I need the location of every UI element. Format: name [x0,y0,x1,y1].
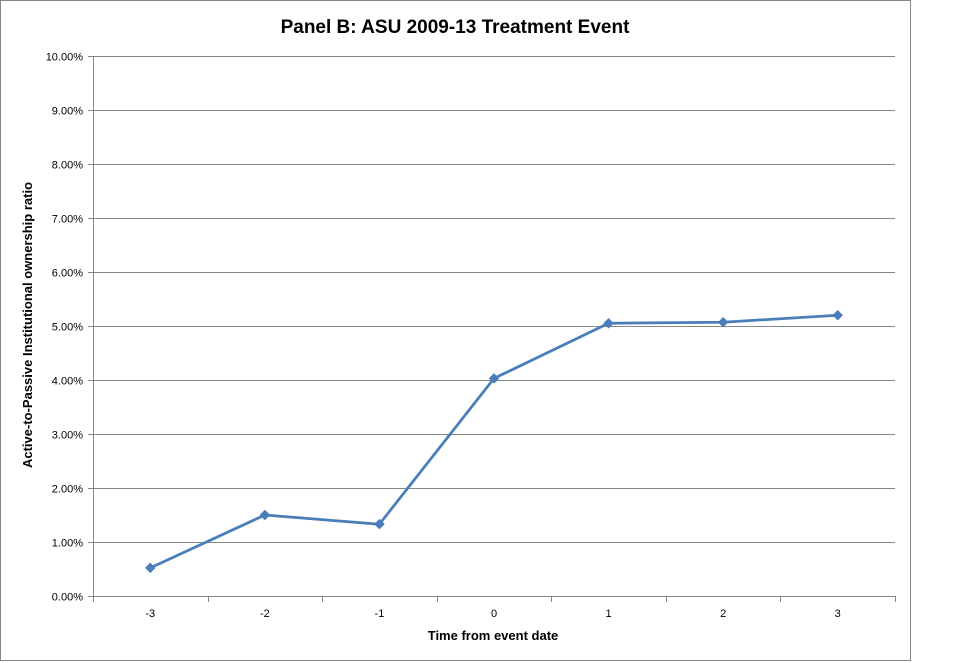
y-tick-label: 7.00% [52,214,83,226]
y-tick-label: 3.00% [52,430,83,442]
data-point-marker [717,316,729,328]
x-tick-label: 0 [491,608,497,620]
x-tick-label: 3 [835,608,841,620]
x-tick-label: -3 [145,608,155,620]
data-point-marker [144,562,156,574]
data-point-marker [832,309,844,321]
data-point-marker [374,518,385,530]
y-tick-label: 10.00% [46,52,84,64]
series [144,309,844,574]
y-axis-title: Active-to-Passive Institutional ownershi… [20,182,35,468]
y-tick-label: 6.00% [52,268,83,280]
axes [88,56,896,602]
data-point-marker [488,373,500,384]
y-tick-label: 9.00% [52,106,83,118]
y-tick-label: 4.00% [52,376,83,388]
x-tick-label: 2 [720,608,726,620]
chart-title: Panel B: ASU 2009-13 Treatment Event [281,17,630,38]
x-tick-label: -1 [375,608,385,620]
x-axis-tick-labels: -3 -2 -1 0 1 2 3 [145,608,840,620]
y-tick-label: 5.00% [52,322,83,334]
y-tick-label: 8.00% [52,160,83,172]
y-axis-tick-labels: 0.00% 1.00% 2.00% 3.00% 4.00% 5.00% 6.00% 7.00%… [46,52,84,604]
y-tick-label: 0.00% [52,592,83,604]
y-tick-label: 1.00% [52,538,83,550]
data-point-marker [603,317,614,329]
x-axis-title: Time from event date [428,628,559,643]
x-tick-label: -2 [260,608,270,620]
data-point-marker [259,509,271,521]
series-line [149,313,838,570]
y-tick-label: 2.00% [52,484,83,496]
gridlines [93,56,895,543]
x-tick-label: 1 [606,608,612,620]
